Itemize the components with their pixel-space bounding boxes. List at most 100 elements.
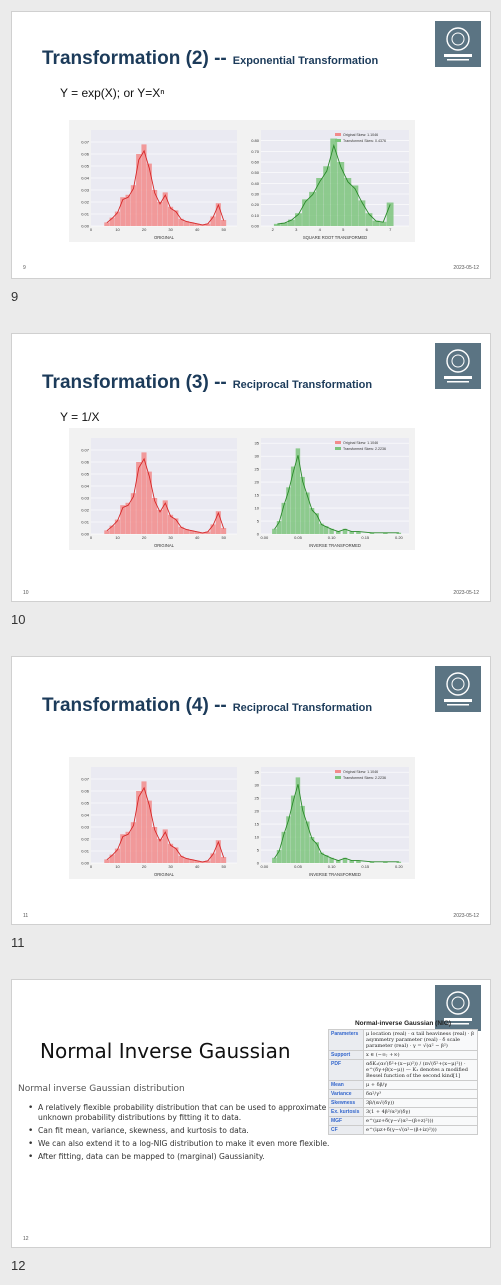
x-tick-label: 2 [272, 227, 275, 232]
histogram-bar [286, 816, 291, 863]
y-tick-label: 5 [257, 848, 260, 853]
histogram-bar [210, 216, 216, 226]
infobox-value: e^(μz+δ(γ−√(α²−(β+z)²))) [363, 1116, 478, 1126]
legend-label: Original Skew: 1.1046 [343, 441, 378, 445]
histogram-bar [369, 532, 375, 534]
histogram-bar [344, 178, 352, 226]
histogram-bar [383, 861, 388, 863]
histogram-bar [167, 843, 174, 863]
y-tick-label: 0.30 [251, 192, 260, 197]
histogram-bar [189, 530, 195, 534]
histogram-bar [215, 840, 221, 863]
histogram-bar [141, 781, 147, 863]
histogram-bar [342, 857, 348, 863]
histogram-bar [383, 532, 388, 534]
x-tick-label: 6 [366, 227, 369, 232]
infobox-row: CF e^(iμz+δ(γ−√(α²−(β+iz)²))) [328, 1125, 478, 1135]
y-tick-label: 15 [255, 493, 260, 498]
legend-label: Transformed Skew: 2.2236 [343, 447, 386, 451]
footer-date: 2023-05-12 [453, 590, 479, 596]
histogram-bar [323, 166, 331, 226]
x-axis-label: ORIGINAL [154, 872, 175, 877]
histogram-bar [305, 492, 310, 534]
histogram-bar [396, 532, 402, 534]
slide-10[interactable]: Transformation (3) -- Reciprocal Transfor… [11, 333, 491, 602]
histogram-bar [272, 857, 277, 863]
histogram-inverse-transformed: 0 5 10 15 20 25 30 35 0.00 0.05 0.10 0.15 0.20 INVERS… [255, 767, 409, 877]
kde-curve [106, 786, 225, 863]
x-tick-label: 40 [195, 864, 200, 869]
y-tick-label: 0.01 [81, 849, 90, 854]
y-tick-label: 0.03 [81, 496, 90, 501]
legend-label: Original Skew: 1.1046 [343, 770, 378, 774]
x-tick-label: 40 [195, 535, 200, 540]
x-tick-label: 0 [90, 535, 93, 540]
y-tick-label: 0.10 [251, 213, 260, 218]
infobox-row: Variance δα²/γ³ [328, 1089, 478, 1099]
slide-title: Transformation (2) -- Exponential Transfo… [42, 48, 379, 69]
histogram-bar [215, 511, 221, 534]
histogram-bar [120, 834, 126, 863]
histogram-bar [146, 800, 152, 863]
y-tick-label: 25 [255, 467, 260, 472]
y-tick-label: 0.02 [81, 200, 90, 205]
histogram-bar [323, 526, 329, 534]
histogram-bar [281, 831, 287, 863]
x-tick-label: 7 [389, 227, 392, 232]
histogram-bar [386, 202, 394, 226]
y-tick-label: 0.60 [251, 160, 260, 165]
y-tick-label: 0.05 [81, 801, 90, 806]
x-tick-label: 30 [168, 227, 173, 232]
slide-title: Transformation (4) -- Reciprocal Transfor… [42, 695, 373, 716]
histogram-bar [221, 220, 227, 226]
x-tick-label: 0.10 [328, 535, 337, 540]
infobox-value: δα²/γ³ [363, 1089, 478, 1099]
histogram-bar [109, 854, 115, 863]
y-tick-label: 25 [255, 796, 260, 801]
infobox-table: Parameters μ location (real) · α tail hea… [328, 1029, 478, 1135]
slide-9[interactable]: Transformation (2) -- Exponential Transfo… [11, 11, 491, 279]
y-tick-label: 0.06 [81, 152, 90, 157]
histogram-bar [280, 222, 288, 226]
footer-page-number: 9 [23, 265, 26, 271]
slide-subtitle: Exponential Transformation [232, 55, 379, 67]
slide-12[interactable]: Normal Inverse Gaussian Normal inverse G… [11, 979, 491, 1248]
y-tick-label: 0.03 [81, 825, 90, 830]
histogram-bar [329, 857, 334, 863]
histogram-bar [329, 528, 334, 534]
infobox-row: Skewness 3β/(α√(δγ)) [328, 1098, 478, 1108]
histogram-bar [319, 852, 324, 863]
histogram-bar [109, 525, 115, 534]
infobox-key: Skewness [328, 1098, 364, 1108]
histogram-bar [210, 853, 216, 863]
histogram-bar [358, 200, 366, 226]
histogram-bar [189, 222, 195, 226]
histogram-inverse-transformed: 0 5 10 15 20 25 30 35 0.00 0.05 0.10 0.15 0.20 INVERS… [255, 438, 409, 548]
slide-11[interactable]: Transformation (4) -- Reciprocal Transfor… [11, 656, 491, 925]
histogram-bar [336, 860, 341, 863]
histogram-bar [396, 861, 402, 863]
histogram-bar [210, 524, 216, 534]
y-tick-label: 0 [257, 861, 260, 866]
histogram-bar [286, 487, 291, 534]
histogram-bar [288, 219, 295, 226]
slide-number-label: 12 [11, 1258, 26, 1273]
footer-date: 2023-05-12 [453, 913, 479, 919]
histogram-bar [276, 850, 282, 863]
footer-page-number: 11 [23, 913, 29, 919]
x-tick-label: 30 [168, 864, 173, 869]
y-tick-label: 0.01 [81, 212, 90, 217]
histogram-bar [215, 203, 221, 226]
y-tick-label: 0.00 [251, 224, 260, 229]
infobox-value: x ∈ (−∞; +∞) [363, 1050, 478, 1060]
histogram-bar [114, 848, 120, 863]
y-tick-label: 0.04 [81, 176, 90, 181]
histogram-bar [199, 224, 205, 226]
y-tick-label: 0.07 [81, 140, 90, 145]
y-tick-label: 10 [255, 835, 260, 840]
x-tick-label: 50 [222, 535, 227, 540]
infobox-key: PDF [328, 1059, 364, 1081]
infobox-value: μ location (real) · α tail heaviness (re… [363, 1029, 478, 1051]
histogram-bar [178, 855, 184, 863]
infobox-row: Parameters μ location (real) · α tail hea… [328, 1029, 478, 1051]
